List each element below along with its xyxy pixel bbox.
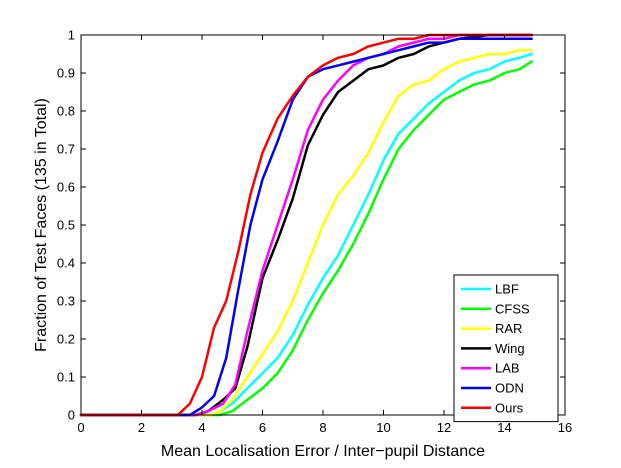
y-tick-label: 0.8 — [57, 104, 75, 119]
legend-label: LAB — [495, 361, 520, 376]
x-tick-label: 10 — [376, 420, 390, 435]
series-line-rar — [79, 48, 533, 417]
x-tick-label: 8 — [319, 420, 326, 435]
series-line-lbf — [79, 52, 533, 417]
x-tick-label: 4 — [198, 420, 205, 435]
y-tick-label: 1 — [68, 28, 75, 43]
series-line-cfss — [79, 60, 533, 417]
y-axis-ticks: 0 0.1 0.2 0.3 0.4 0.5 0.6 0.7 0.8 0.9 1 — [57, 28, 565, 423]
series-line-lab — [79, 33, 533, 417]
series-line-odn — [79, 37, 533, 417]
legend-label: Ours — [495, 400, 524, 415]
x-tick-label: 12 — [437, 420, 451, 435]
legend-label: RAR — [495, 321, 522, 336]
y-tick-label: 0.4 — [57, 256, 75, 271]
x-axis-label: Mean Localisation Error / Inter−pupil Di… — [161, 443, 485, 460]
series-lines — [79, 33, 533, 417]
legend-label: CFSS — [495, 301, 530, 316]
legend-label: LBF — [495, 282, 519, 297]
y-tick-label: 0.6 — [57, 180, 75, 195]
y-tick-label: 0.2 — [57, 332, 75, 347]
y-tick-label: 0.9 — [57, 66, 75, 81]
y-tick-label: 0.1 — [57, 370, 75, 385]
legend-label: Wing — [495, 341, 525, 356]
y-tick-label: 0.5 — [57, 218, 75, 233]
x-tick-label: 6 — [259, 420, 266, 435]
y-axis-label: Fraction of Test Faces (135 in Total) — [33, 98, 50, 352]
x-axis-ticks: 0 2 4 6 8 10 12 14 16 — [77, 35, 572, 435]
y-tick-label: 0.3 — [57, 294, 75, 309]
x-tick-label: 2 — [138, 420, 145, 435]
y-tick-label: 0.7 — [57, 142, 75, 157]
series-line-ours — [79, 33, 533, 417]
x-tick-label: 16 — [558, 420, 572, 435]
y-tick-label: 0 — [68, 408, 75, 423]
legend-label: ODN — [495, 381, 524, 396]
x-tick-label: 14 — [497, 420, 511, 435]
x-tick-label: 0 — [77, 420, 84, 435]
legend: LBF CFSS RAR Wing LAB ODN Ours — [453, 274, 559, 423]
